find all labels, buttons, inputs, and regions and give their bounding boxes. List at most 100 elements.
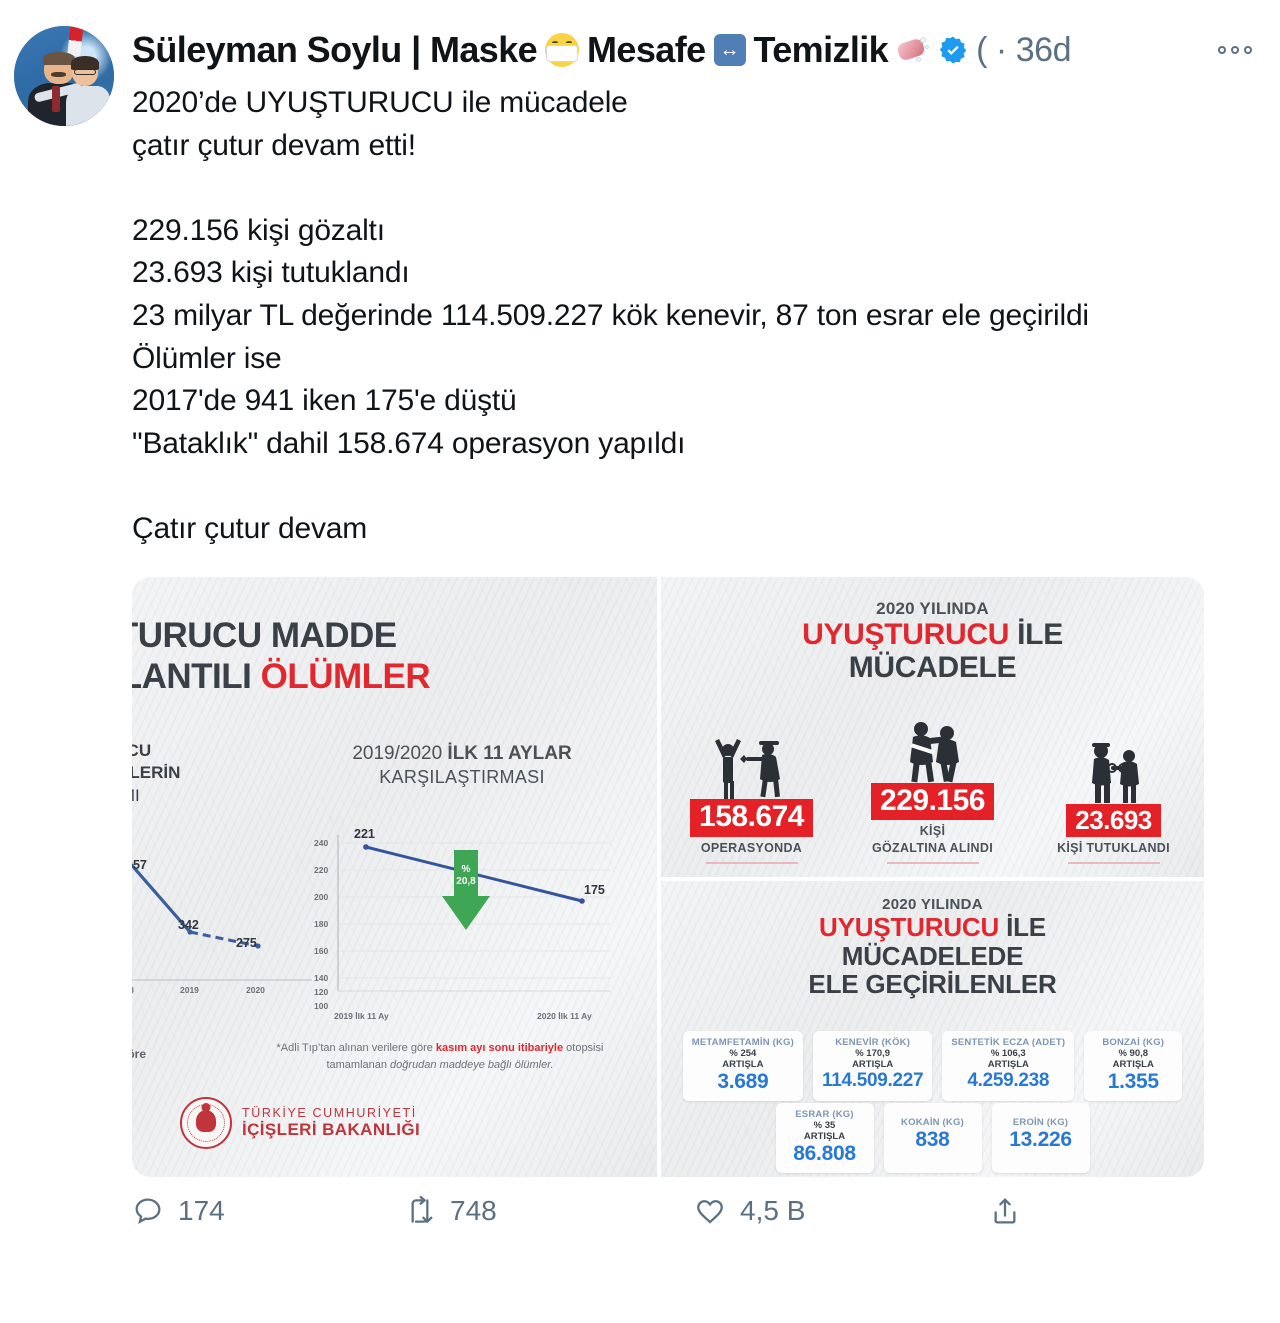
right-bottom-title-line2: MÜCADELEDE: [841, 940, 1024, 971]
footnote-part-d: doğrudan maddeye bağlı ölümler.: [390, 1058, 554, 1071]
retweet-icon[interactable]: [404, 1195, 436, 1227]
card-artis: ARTIŞLA: [1112, 1058, 1154, 1070]
chart-title-years: 2019/2020: [352, 742, 448, 764]
left-panel-title-line2-red: ÖLÜMLER: [260, 656, 431, 696]
seizure-cards-row-2: ESRAR (KG) % 35 ARTIŞLA 86.808 KOKAİN (K…: [675, 1102, 1190, 1173]
chart-b-point-2020: 175: [584, 882, 605, 897]
chart-b-tick-label-2020: 2020 İlk 11 Ay: [537, 1010, 592, 1021]
seizure-card-bonzai: BONZAİ (KG) % 90,8 ARTIŞLA 1.355: [1084, 1030, 1183, 1101]
share-icon[interactable]: [989, 1195, 1021, 1227]
card-artis: ARTIŞLA: [852, 1058, 894, 1070]
card-key: KENEVİR (KÖK): [835, 1036, 911, 1048]
deaths-distribution-svg: [132, 862, 312, 981]
chart-b-tick-120: 120: [314, 986, 329, 997]
chart-b-tick-220: 220: [314, 864, 329, 875]
soap-emoji-icon: [896, 35, 930, 65]
stat-detained: 229.156 KİŞİ GÖZALTINA ALINDI: [848, 717, 1018, 864]
decrease-percent-sign: %: [461, 863, 471, 875]
card-artis: ARTIŞLA: [987, 1058, 1029, 1070]
like-count: 4,5 B: [740, 1194, 806, 1226]
seizure-card-kokain: KOKAİN (KG) 838: [883, 1102, 982, 1173]
media-panel-seizures[interactable]: 2020 YILINDA UYUŞTURUCU İLE MÜCADELEDE E…: [661, 880, 1204, 1177]
tweet-action-bar: 174 748 4: [132, 1195, 1082, 1227]
ministry-logo: TÜRKİYE CUMHURİYETİ İÇİŞLERİ BAKANLIĞI: [180, 1096, 420, 1149]
avatar-child-hair: [71, 56, 99, 70]
chart-a-tick-2020: 2020: [246, 984, 265, 995]
avatar-man-hair: [43, 52, 75, 65]
card-value: 838: [915, 1127, 950, 1151]
card-key: SENTETİK ECZA (ADET): [951, 1036, 1066, 1048]
eleven-month-comparison-chart: 240 220 200 180 160 140 120 100 221 175 …: [292, 825, 622, 1030]
footnote-part-a: *Adli Tıp’tan alınan verilere göre: [276, 1041, 436, 1054]
stat-detained-value: 229.156: [871, 782, 994, 820]
stat-operations-caption: OPERASYONDA: [700, 840, 803, 855]
avatar[interactable]: [14, 26, 114, 126]
chart-b-point-2019: 221: [354, 826, 375, 841]
decrease-arrow-icon: % 20,8: [440, 849, 492, 934]
left-panel-title: ŞTURUCU MADDE ĞLANTILI ÖLÜMLER: [132, 615, 431, 698]
chart-b-tick-160: 160: [314, 945, 329, 956]
card-key: METAMFETAMİN (KG): [691, 1036, 794, 1048]
avatar-column: [14, 22, 118, 1323]
reply-icon[interactable]: [132, 1195, 164, 1227]
decrease-arrow-svg: [442, 849, 490, 930]
reply-action[interactable]: 174: [132, 1195, 404, 1227]
author-display-name[interactable]: Süleyman Soylu | Maske: [132, 29, 538, 70]
handcuff-pictogram: [1029, 738, 1199, 804]
seizure-card-metamfetamin: METAMFETAMİN (KG) % 254 ARTIŞLA 3.689: [682, 1030, 803, 1101]
card-value: 1.355: [1107, 1070, 1159, 1094]
ministry-seal-icon: [180, 1096, 232, 1149]
stat-arrested-underline: [1067, 861, 1160, 864]
stat-operations-value: 158.674: [690, 799, 813, 837]
left-panel-footnote-left: jöre: [132, 1046, 147, 1061]
tweet-timestamp[interactable]: 36d: [1015, 30, 1072, 69]
right-top-title-red: UYUŞTURUCU: [802, 617, 1010, 651]
chart-b-tick-140: 140: [314, 972, 329, 983]
card-value: 114.509.227: [822, 1070, 924, 1092]
chart-a-point-2018: 657: [132, 857, 147, 872]
stat-detained-caption-1: KİŞİ: [919, 823, 946, 838]
more-options-icon[interactable]: [1218, 46, 1260, 54]
card-percent: % 106,3: [990, 1047, 1026, 1059]
footnote-part-b: kasım ayı sonu itibariyle: [435, 1041, 564, 1054]
enforcement-stats-row: 158.674 OPERASYONDA: [661, 717, 1204, 864]
right-bottom-title: 2020 YILINDA UYUŞTURUCU İLE MÜCADELEDE E…: [661, 896, 1204, 1000]
chart-b-tick-240: 240: [314, 837, 329, 848]
right-bottom-title-line3: ELE GEÇİRİLENLER: [808, 969, 1057, 1000]
card-value: 13.226: [1009, 1127, 1072, 1151]
card-artis: ARTIŞLA: [803, 1130, 846, 1142]
police-arrest-svg: [714, 739, 780, 800]
detention-pictogram: [848, 717, 1018, 783]
stat-detained-underline: [886, 861, 979, 864]
tweet-meta: ( · 36d: [976, 31, 1071, 70]
media-right-column: 2020 YILINDA UYUŞTURUCU İLE MÜCADELE: [657, 576, 1204, 1177]
author-name-part2[interactable]: Mesafe: [587, 29, 706, 70]
card-percent: % 35: [813, 1119, 836, 1131]
stat-detained-caption-2: GÖZALTINA ALINDI: [872, 840, 993, 855]
chart-a-tick-2018: 2018: [132, 985, 134, 995]
retweet-action[interactable]: 748: [404, 1195, 694, 1227]
right-top-title-line2: MÜCADELE: [848, 651, 1017, 685]
chart-a-tick-2019: 2019: [180, 984, 199, 995]
card-key: KOKAİN (KG): [901, 1116, 964, 1128]
stat-operations-underline: [705, 861, 798, 864]
chart-b-tick-label-2019: 2019 İlk 11 Ay: [334, 1010, 389, 1021]
share-action[interactable]: [989, 1195, 1021, 1227]
author-name-part3[interactable]: Temizlik: [753, 29, 889, 70]
card-key: EROİN (KG): [1012, 1116, 1069, 1128]
media-panel-enforcement[interactable]: 2020 YILINDA UYUŞTURUCU İLE MÜCADELE: [661, 576, 1204, 877]
card-value: 4.259.238: [967, 1070, 1050, 1092]
detention-svg: [909, 721, 959, 782]
seizure-card-eroin: EROİN (KG) 13.226: [991, 1102, 1090, 1173]
mask-emoji-icon: [545, 33, 580, 67]
seizure-card-sentetik-ecza: SENTETİK ECZA (ADET) % 106,3 ARTIŞLA 4.2…: [942, 1030, 1075, 1101]
like-icon[interactable]: [694, 1195, 726, 1227]
handcuff-svg: [1091, 742, 1139, 803]
media-panel-deaths-chart[interactable]: ŞTURUCU MADDE ĞLANTILI ÖLÜMLER RUCU ÖMLE…: [132, 576, 657, 1177]
meta-paren: (: [976, 30, 987, 69]
card-value: 3.689: [717, 1070, 769, 1094]
tweet-media-grid[interactable]: ŞTURUCU MADDE ĞLANTILI ÖLÜMLER RUCU ÖMLE…: [132, 576, 1204, 1177]
footnote-part-c: otopsisi tamamlanan: [326, 1041, 604, 1071]
like-action[interactable]: 4,5 B: [694, 1195, 989, 1227]
